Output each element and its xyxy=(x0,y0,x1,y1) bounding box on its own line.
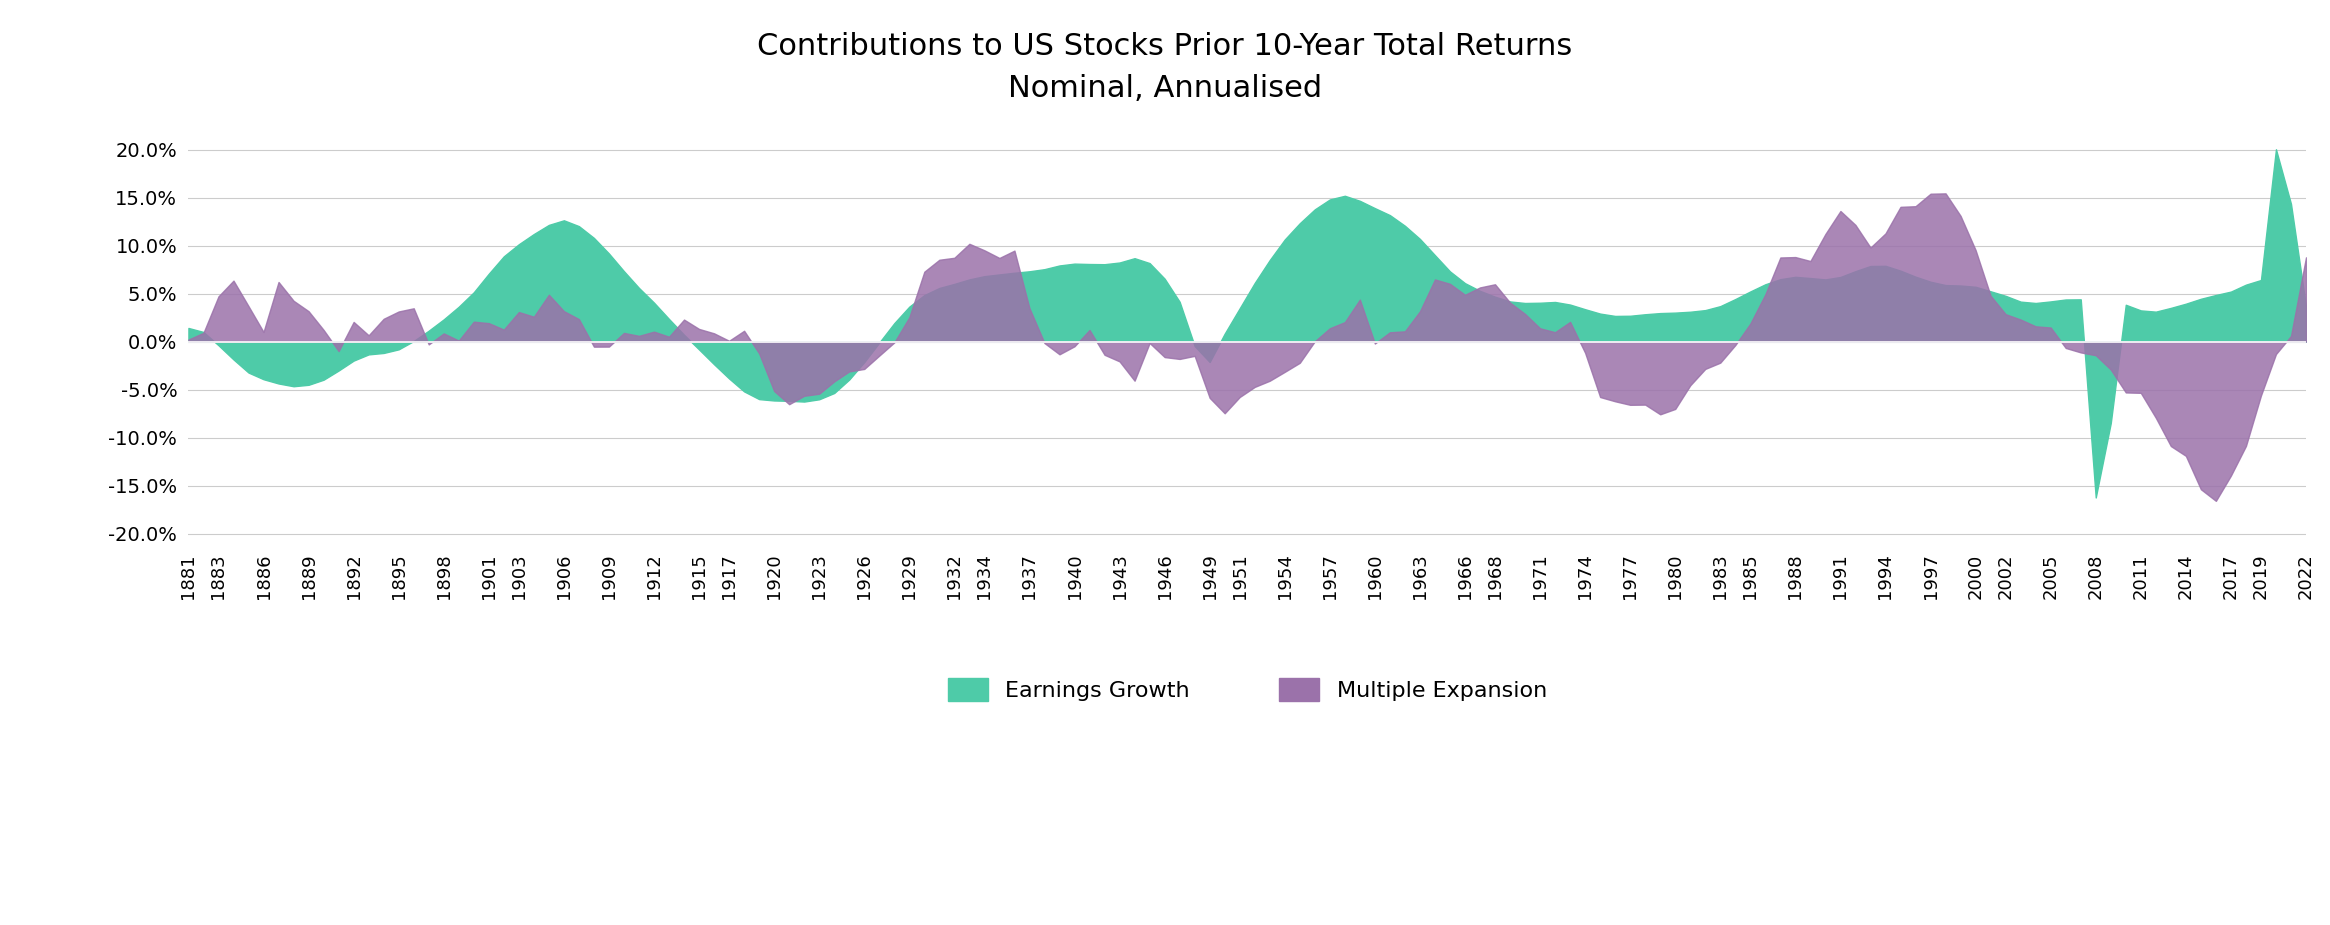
Text: Contributions to US Stocks Prior 10-Year Total Returns: Contributions to US Stocks Prior 10-Year… xyxy=(757,32,1573,61)
Text: Nominal, Annualised: Nominal, Annualised xyxy=(1009,74,1321,103)
Legend: Earnings Growth, Multiple Expansion: Earnings Growth, Multiple Expansion xyxy=(939,670,1556,710)
